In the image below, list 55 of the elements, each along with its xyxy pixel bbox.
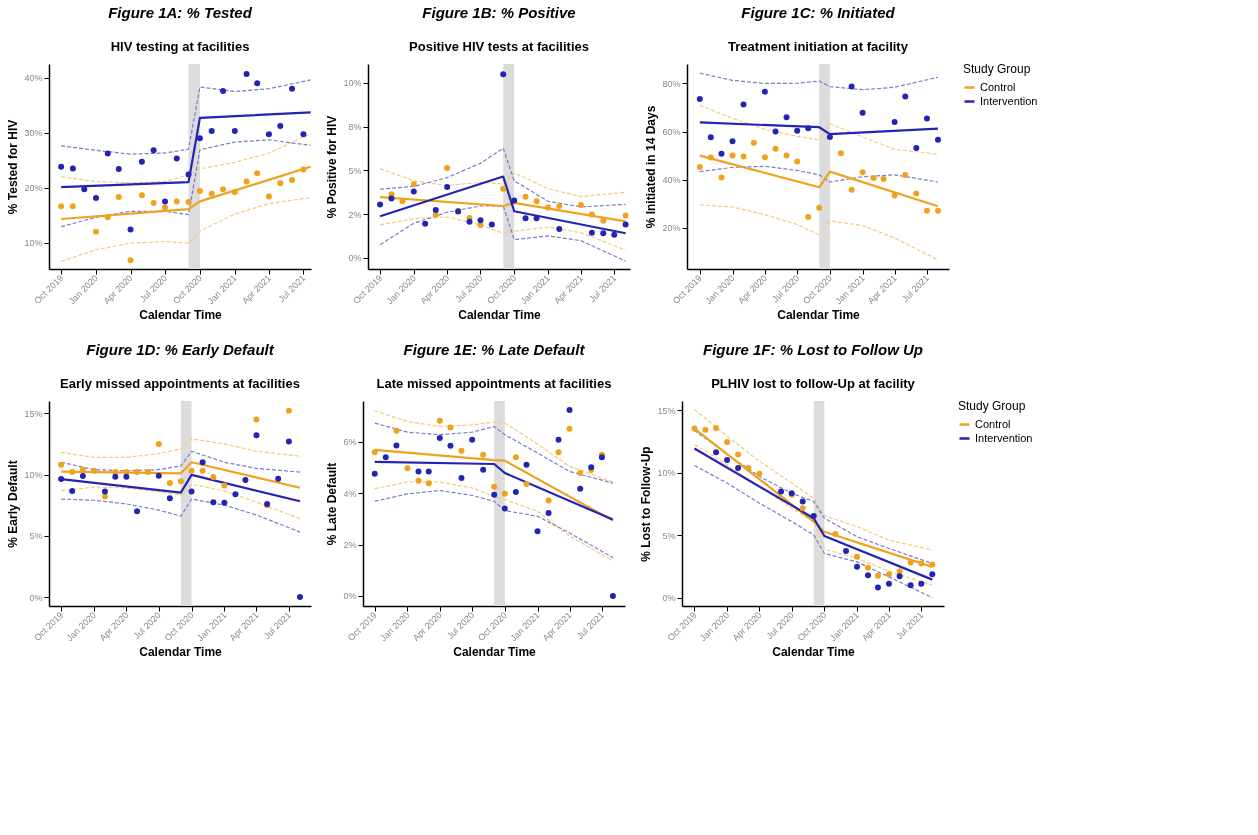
chart-subtitle: Early missed appointments at facilities: [60, 376, 300, 391]
chart-title: Figure 1A: % Tested: [108, 4, 253, 21]
y-axis-title: % Early Default: [6, 460, 21, 548]
y-tick-label: 4%: [343, 488, 357, 499]
chart-title: Figure 1B: % Positive: [422, 4, 576, 21]
y-tick-label: 0%: [662, 593, 676, 604]
x-axis-title: Calendar Time: [458, 308, 542, 323]
legend-label: Intervention: [975, 431, 1033, 444]
x-axis-title: Calendar Time: [772, 645, 856, 660]
x-axis-title: Calendar Time: [139, 308, 223, 323]
legend-title: Study Group: [958, 399, 1026, 413]
y-tick-label: 60%: [662, 127, 681, 138]
y-axis-title: % Initiated in 14 Days: [644, 105, 659, 229]
chart-subtitle: Treatment initiation at facility: [728, 39, 909, 54]
x-axis-title: Calendar Time: [139, 645, 223, 660]
y-axis-title: % Tested for HIV: [6, 119, 21, 215]
legend-label: Control: [975, 417, 1011, 430]
x-axis-title: Calendar Time: [453, 645, 537, 660]
y-tick-label: 10%: [24, 470, 43, 481]
y-axis-title: % Positive for HIV: [325, 115, 340, 219]
y-axis-title: % Late Default: [325, 462, 340, 546]
y-tick-label: 20%: [662, 223, 681, 234]
chart-title: Figure 1C: % Initiated: [741, 4, 896, 21]
y-tick-label: 2%: [348, 209, 362, 220]
y-tick-label: 5%: [348, 165, 362, 176]
y-tick-label: 5%: [29, 531, 43, 542]
chart-title: Figure 1F: % Lost to Follow Up: [703, 341, 923, 358]
chart-subtitle: PLHIV lost to follow-Up at facility: [711, 376, 916, 391]
legend-label: Intervention: [980, 94, 1038, 107]
y-tick-label: 15%: [24, 408, 43, 419]
chart-title: Figure 1E: % Late Default: [403, 341, 586, 358]
y-axis-title: % Lost to Follow-Up: [639, 446, 654, 562]
legend-label: Control: [980, 80, 1016, 93]
y-tick-label: 0%: [343, 591, 357, 602]
chart-subtitle: Positive HIV tests at facilities: [409, 39, 589, 54]
chart-title: Figure 1D: % Early Default: [86, 341, 275, 358]
y-tick-label: 80%: [662, 78, 681, 89]
x-axis-title: Calendar Time: [777, 308, 861, 323]
y-tick-label: 30%: [24, 128, 43, 139]
y-tick-label: 0%: [348, 253, 362, 264]
chart-subtitle: Late missed appointments at facilities: [376, 376, 612, 391]
y-tick-label: 2%: [343, 540, 357, 551]
y-tick-label: 10%: [657, 468, 676, 479]
y-tick-label: 0%: [29, 592, 43, 603]
y-tick-label: 40%: [24, 73, 43, 84]
y-tick-label: 15%: [657, 405, 676, 416]
y-tick-label: 20%: [24, 183, 43, 194]
y-tick-label: 40%: [662, 175, 681, 186]
legend-title: Study Group: [963, 62, 1031, 76]
y-tick-label: 5%: [662, 530, 676, 541]
y-tick-label: 10%: [24, 238, 43, 249]
chart-subtitle: HIV testing at facilities: [110, 39, 250, 54]
y-tick-label: 10%: [343, 78, 362, 89]
y-tick-label: 6%: [343, 437, 357, 448]
y-tick-label: 8%: [348, 122, 362, 133]
